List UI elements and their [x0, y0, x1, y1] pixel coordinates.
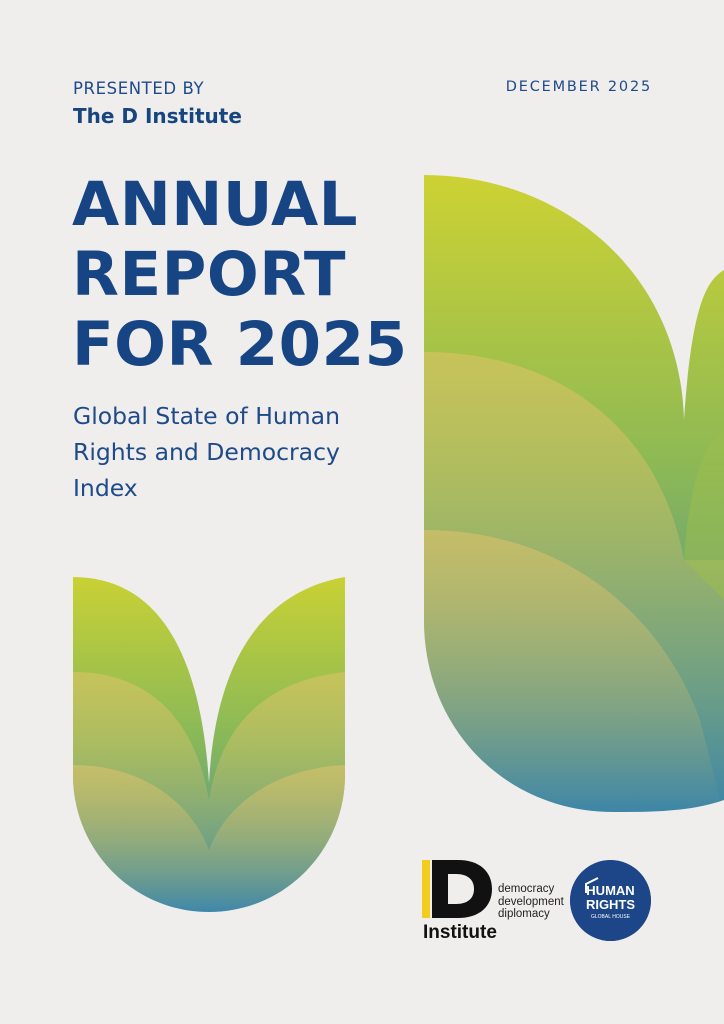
house-roof-icon: [585, 877, 599, 893]
presented-by-label: PRESENTED BY: [73, 79, 205, 98]
presenter-name: The D Institute: [73, 104, 242, 128]
human-rights-line-2: RIGHTS: [586, 897, 635, 912]
human-rights-line-3: GLOBAL HOUSE: [591, 914, 631, 920]
tagline-democracy: democracy: [498, 883, 555, 895]
large-leaf-shape: [424, 175, 724, 812]
small-leaf-shape: [73, 577, 345, 912]
d-institute-tagline: democracy development diplomacy: [498, 883, 564, 921]
tagline-development: development: [498, 895, 564, 908]
d-institute-name: Institute: [423, 922, 497, 942]
report-subtitle: Global State of Human Rights and Democra…: [73, 398, 403, 506]
d-institute-logo: Institute: [422, 860, 497, 942]
title-line-1: ANNUAL: [72, 169, 359, 240]
title-line-3: FOR 2025: [72, 309, 408, 380]
subtitle-line-3: Index: [73, 474, 138, 502]
tagline-diplomacy: diplomacy: [498, 908, 550, 920]
report-date: DECEMBER 2025: [505, 79, 652, 95]
human-rights-logo: HUMAN RIGHTS GLOBAL HOUSE: [570, 860, 651, 941]
title-line-2: REPORT: [72, 239, 347, 310]
report-title: ANNUAL REPORT FOR 2025: [72, 170, 432, 380]
human-rights-line-1: HUMAN: [586, 883, 634, 898]
subtitle-line-1: Global State of Human: [73, 402, 340, 430]
subtitle-line-2: Rights and Democracy: [73, 438, 340, 466]
